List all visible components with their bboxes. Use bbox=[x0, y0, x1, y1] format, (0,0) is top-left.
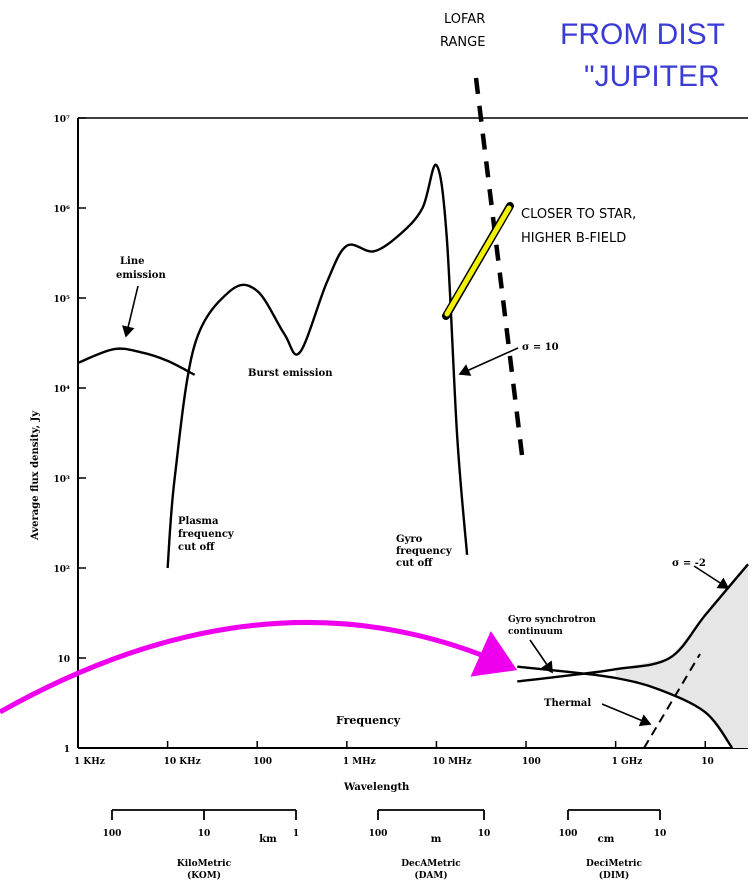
annotation-gyro-1: Gyro bbox=[396, 534, 423, 545]
annotation-gyro-synchrotron-1: Gyro synchrotron bbox=[508, 615, 596, 625]
line-emission-pointer bbox=[122, 285, 139, 338]
y-tick-label: 10² bbox=[54, 565, 71, 575]
magenta-arrow bbox=[0, 619, 518, 715]
headline-line2: "JUPITER bbox=[584, 60, 720, 93]
band-tick-label: 100 bbox=[103, 829, 122, 839]
y-axis-label: Average flux density, Jy bbox=[30, 410, 41, 541]
y-tick-label: 1 bbox=[64, 745, 70, 755]
shaded-region bbox=[615, 564, 748, 748]
sigma-minus-2-pointer bbox=[693, 565, 730, 589]
y-tick-label: 10⁵ bbox=[54, 295, 71, 305]
closer-to-star-arrow-fill bbox=[444, 205, 512, 317]
x-tick-label: 10 MHz bbox=[432, 757, 471, 767]
lofar-label-line2: RANGE bbox=[440, 35, 485, 50]
annotation-line-emission-2: emission bbox=[116, 270, 166, 281]
y-tick-label: 10⁷ bbox=[54, 115, 71, 125]
band-tick-label: 10 bbox=[654, 829, 667, 839]
lofar-range-dashed-line bbox=[473, 77, 525, 456]
annotation-gyro-2: frequency bbox=[396, 546, 453, 557]
annotation-plasma-2: frequency bbox=[178, 529, 235, 540]
band-name: DeciMetric bbox=[586, 859, 642, 869]
annotation-plasma-3: cut off bbox=[178, 542, 215, 553]
x-tick-label: 1 MHz bbox=[343, 757, 376, 767]
band-unit: cm bbox=[598, 834, 615, 845]
x-tick-label: 1 GHz bbox=[612, 757, 643, 767]
x-tick-label: 100 bbox=[522, 757, 541, 767]
x-tick-label: 1 KHz bbox=[74, 757, 105, 767]
y-axis-ticks: 1 10 10² 10³ 10⁴ 10⁵ 10⁶ 10⁷ bbox=[54, 115, 86, 755]
band-tick-label: 100 bbox=[559, 829, 578, 839]
annotation-thermal: Thermal bbox=[544, 698, 591, 709]
band-code: (DIM) bbox=[599, 870, 630, 881]
sigma-10-pointer bbox=[458, 347, 519, 376]
x-tick-label: 10 KHz bbox=[164, 757, 201, 767]
x-axis-label: Frequency bbox=[336, 714, 401, 727]
band-code: (KOM) bbox=[187, 870, 221, 881]
annotation-line-emission-1: Line bbox=[120, 256, 144, 267]
series-line-4 bbox=[517, 665, 734, 749]
gyro-synchrotron-pointer bbox=[529, 639, 553, 674]
band-unit: m bbox=[431, 834, 442, 845]
x-tick-label: 10 bbox=[701, 757, 714, 767]
y-tick-label: 10⁴ bbox=[54, 385, 71, 395]
y-tick-label: 10⁶ bbox=[54, 205, 71, 215]
annotation-plasma-1: Plasma bbox=[178, 516, 219, 527]
x-axis-ticks: 1 KHz 10 KHz 100 1 MHz 10 MHz 100 1 GHz 10 bbox=[74, 741, 714, 767]
wavelength-label: Wavelength bbox=[343, 782, 410, 793]
band-tick-label: 10 bbox=[198, 829, 211, 839]
band-code: (DAM) bbox=[414, 870, 447, 881]
annotation-gyro-synchrotron-2: continuum bbox=[508, 627, 563, 637]
band-unit: km bbox=[259, 834, 277, 845]
annotation-burst-emission: Burst emission bbox=[248, 368, 333, 379]
series-layer bbox=[77, 163, 749, 749]
band-name: KiloMetric bbox=[177, 859, 232, 869]
closer-label-line2: HIGHER B-FIELD bbox=[521, 231, 626, 246]
x-tick-label: 100 bbox=[253, 757, 272, 767]
annotation-sigma-10: σ = 10 bbox=[522, 342, 559, 353]
band-tick-label: 100 bbox=[369, 829, 388, 839]
lofar-label-line1: LOFAR bbox=[444, 12, 485, 27]
headline-line1: FROM DIST bbox=[560, 18, 725, 51]
plot-frame bbox=[77, 117, 748, 749]
annotation-sigma-minus-2: σ = -2 bbox=[672, 558, 706, 569]
series-line-1 bbox=[77, 347, 196, 376]
thermal-pointer bbox=[601, 703, 652, 727]
band-tick-label: 10 bbox=[478, 829, 491, 839]
band-name: DecAMetric bbox=[401, 859, 461, 869]
y-tick-label: 10 bbox=[57, 655, 70, 665]
closer-label-line1: CLOSER TO STAR, bbox=[521, 207, 636, 222]
series-line-3 bbox=[517, 563, 749, 683]
band-tick-label: 1 bbox=[293, 829, 299, 839]
series-line-2 bbox=[166, 163, 469, 569]
y-tick-label: 10³ bbox=[54, 475, 71, 485]
thermal-crossover-dashed-line bbox=[643, 653, 701, 749]
annotation-gyro-3: cut off bbox=[396, 558, 433, 569]
